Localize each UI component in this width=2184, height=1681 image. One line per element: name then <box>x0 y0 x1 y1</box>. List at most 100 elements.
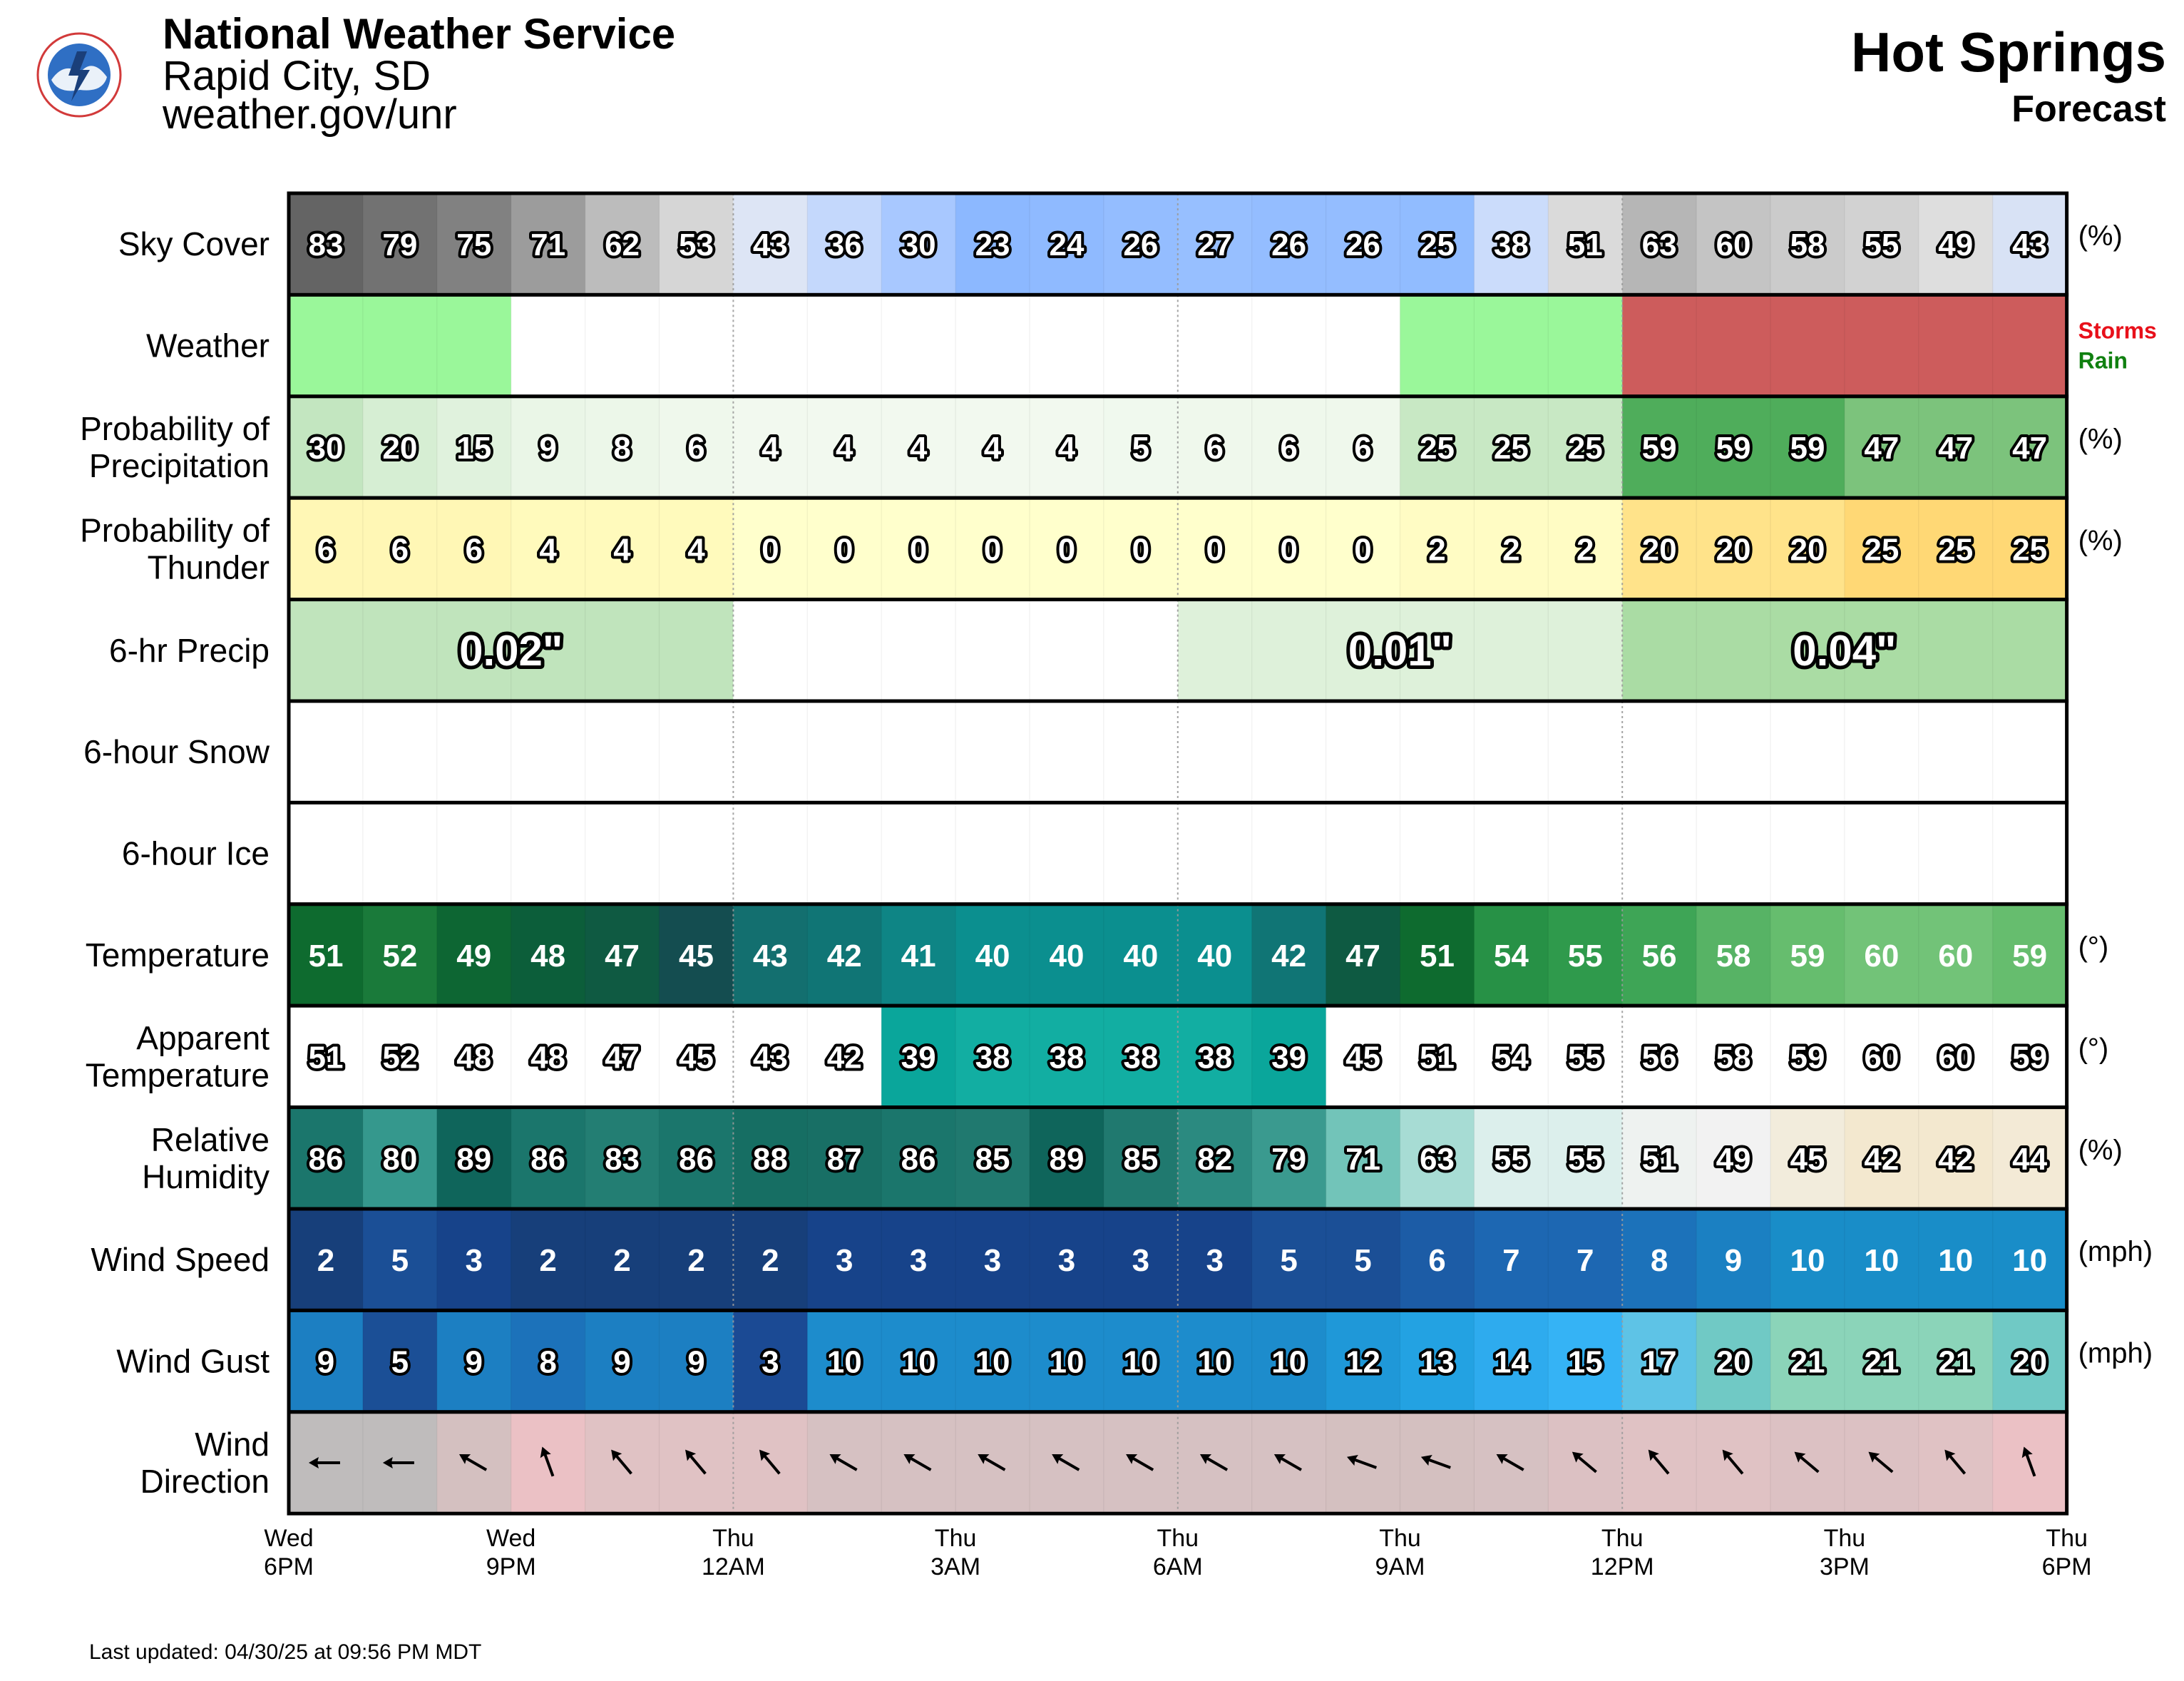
sky-cell-17 <box>1548 193 1623 295</box>
pot-cell-14 <box>1326 498 1401 600</box>
x-tick-day: Thu <box>1379 1525 1421 1552</box>
pot-cell-20 <box>1770 498 1845 600</box>
apparent-value: 42 <box>827 1040 862 1075</box>
temp-value: 45 <box>679 939 714 974</box>
sky-value: 36 <box>827 228 862 262</box>
apparent-value: 47 <box>605 1040 640 1075</box>
rh-cell-3 <box>511 1107 586 1209</box>
sky-value: 25 <box>1420 228 1455 262</box>
wspd-value: 2 <box>317 1243 334 1278</box>
pot-cell-0 <box>289 498 364 600</box>
apparent-cell-9 <box>955 1006 1030 1108</box>
wind-arrow-icon <box>903 1454 932 1471</box>
pop-cell-20 <box>1770 396 1845 499</box>
rh-value: 42 <box>1864 1142 1899 1177</box>
snow-block-0 <box>289 701 734 803</box>
row-label-wspd: Wind Speed <box>91 1241 270 1278</box>
x-tick-time: 3PM <box>1820 1553 1870 1580</box>
temp-value: 48 <box>530 939 565 974</box>
pot-value: 2 <box>1428 532 1445 567</box>
office-url[interactable]: weather.gov/unr <box>162 91 457 138</box>
pop-cell-2 <box>436 396 512 499</box>
pop-value: 6 <box>1206 431 1224 466</box>
temp-value: 40 <box>1049 939 1084 974</box>
apparent-value: 38 <box>975 1040 1010 1075</box>
x-tick-day: Thu <box>2046 1525 2088 1552</box>
apparent-value: 45 <box>679 1040 714 1075</box>
sky-value: 43 <box>2012 228 2047 262</box>
last-updated: Last updated: 04/30/25 at 09:56 PM MDT <box>89 1640 481 1664</box>
wspd-cell-18 <box>1622 1209 1697 1311</box>
temp-cell-12 <box>1177 904 1253 1006</box>
weather-legend-storms: Storms <box>2078 318 2157 344</box>
apparent-cell-17 <box>1548 1006 1623 1108</box>
rh-value: 83 <box>605 1142 640 1177</box>
pop-cell-1 <box>362 396 438 499</box>
apparent-value: 59 <box>1790 1040 1825 1075</box>
x-tick-day: Wed <box>264 1525 313 1552</box>
sky-cell-23 <box>1992 193 2068 295</box>
wgust-cell-20 <box>1770 1310 1845 1412</box>
wgust-value: 21 <box>1790 1345 1825 1380</box>
wgust-value: 9 <box>317 1345 334 1380</box>
pot-cell-15 <box>1400 498 1475 600</box>
temp-value: 52 <box>382 939 417 974</box>
pot-cell-7 <box>807 498 882 600</box>
wgust-value: 5 <box>391 1345 409 1380</box>
wspd-value: 2 <box>613 1243 630 1278</box>
weather-cell-18 <box>1622 295 1697 397</box>
wind-arrow-icon <box>1648 1449 1670 1475</box>
temp-cell-23 <box>1992 904 2068 1006</box>
apparent-cell-14 <box>1326 1006 1401 1108</box>
wspd-cell-9 <box>955 1209 1030 1311</box>
x-tick-time: 6PM <box>264 1553 314 1580</box>
wgust-cell-11 <box>1103 1310 1179 1412</box>
temp-cell-20 <box>1770 904 1845 1006</box>
ice-block-1 <box>733 802 1178 904</box>
rh-cell-13 <box>1251 1107 1327 1209</box>
weather-cell-21 <box>1844 295 1919 397</box>
pot-cell-2 <box>436 498 512 600</box>
wspd-value: 10 <box>1938 1243 1973 1278</box>
temp-cell-11 <box>1103 904 1179 1006</box>
x-tick-time: 9AM <box>1375 1553 1425 1580</box>
row-label-rh: Relative <box>151 1121 270 1158</box>
weather-cell-5 <box>659 295 734 397</box>
rh-value: 55 <box>1494 1142 1529 1177</box>
wgust-cell-6 <box>733 1310 808 1412</box>
pot-value: 4 <box>539 532 557 567</box>
weather-cell-2 <box>436 295 512 397</box>
rh-cell-12 <box>1177 1107 1253 1209</box>
weather-cell-11 <box>1103 295 1179 397</box>
row-label-snow: 6-hour Snow <box>83 733 270 770</box>
sky-value: 23 <box>975 228 1010 262</box>
pot-value: 0 <box>1206 532 1224 567</box>
wgust-value: 15 <box>1568 1345 1603 1380</box>
forecast-grid: 83 79 75 71 62 53 43 36 30 23 24 26 27 26 26 25 38 51 63 60… <box>287 191 2069 1516</box>
apparent-value: 51 <box>308 1040 343 1075</box>
row-label-weather: Weather <box>146 327 270 364</box>
apparent-cell-6 <box>733 1006 808 1108</box>
apparent-value: 60 <box>1864 1040 1899 1075</box>
x-tick-day: Wed <box>486 1525 535 1552</box>
unit-sky: (%) <box>2078 220 2123 252</box>
weather-cell-6 <box>733 295 808 397</box>
pop-cell-19 <box>1696 396 1771 499</box>
rh-value: 44 <box>2012 1142 2047 1177</box>
wspd-value: 3 <box>1206 1243 1224 1278</box>
wspd-value: 3 <box>1058 1243 1075 1278</box>
pot-cell-9 <box>955 498 1030 600</box>
temp-value: 54 <box>1494 939 1529 974</box>
sky-value: 51 <box>1568 228 1603 262</box>
snow-block-1 <box>733 701 1178 803</box>
wgust-value: 10 <box>975 1345 1010 1380</box>
apparent-cell-21 <box>1844 1006 1919 1108</box>
temp-value: 47 <box>605 939 640 974</box>
temp-cell-7 <box>807 904 882 1006</box>
pop-cell-16 <box>1474 396 1549 499</box>
wspd-cell-17 <box>1548 1209 1623 1311</box>
pop-cell-4 <box>585 396 660 499</box>
pop-cell-8 <box>881 396 956 499</box>
apparent-value: 59 <box>2012 1040 2047 1075</box>
